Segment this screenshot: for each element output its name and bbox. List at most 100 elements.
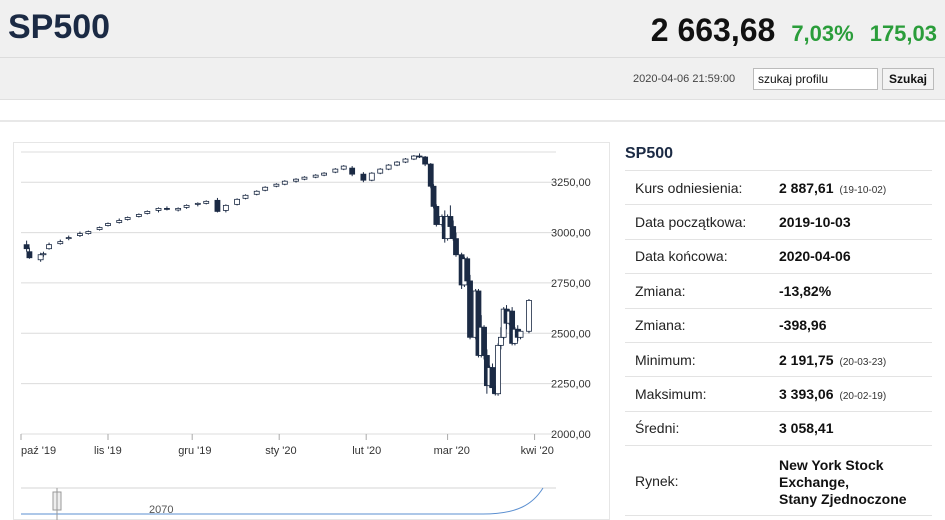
info-title: SP500 — [625, 145, 674, 162]
info-value-text: 2 191,75 — [779, 351, 834, 368]
range-navigator: 2070 — [21, 487, 556, 520]
candle-body — [164, 208, 170, 210]
candle-body — [253, 190, 260, 195]
market-line: Exchange, — [779, 474, 850, 491]
info-value-date: (20-02-19) — [839, 391, 887, 403]
candle-body — [416, 155, 423, 158]
candle-body — [135, 214, 142, 217]
candle-body — [447, 216, 454, 227]
info-value-text: -13,82% — [779, 282, 832, 299]
y-tick-label: 2500,00 — [551, 328, 591, 340]
candle-body — [37, 254, 44, 261]
x-tick-label: gru '19 — [178, 445, 211, 457]
info-value: 2020-04-06 — [779, 239, 932, 273]
market-value: New York Stock Exchange, Stany Zjednoczone — [779, 446, 932, 516]
y-tick-label: 3250,00 — [551, 177, 591, 189]
candle-body — [65, 237, 72, 240]
candle-body — [481, 326, 487, 356]
candle-body — [77, 233, 83, 236]
candle-body — [203, 200, 210, 204]
candle-body — [498, 336, 504, 346]
candle-body — [214, 199, 221, 212]
chart-grid — [21, 151, 556, 435]
search-button[interactable]: Szukaj — [882, 68, 934, 90]
quote-timestamp: 2020-04-06 21:59:00 — [633, 73, 736, 85]
info-label: Średni: — [635, 420, 680, 437]
info-row: Data końcowa: 2020-04-06 — [625, 239, 932, 274]
info-value: 3 058,41 — [779, 411, 932, 445]
info-value-text: 2019-10-03 — [779, 214, 851, 231]
candle-body — [368, 172, 375, 181]
candle-body — [453, 238, 459, 256]
info-label: Zmiana: — [635, 282, 686, 299]
last-price: 2 663,68 — [650, 12, 776, 48]
header-divider — [0, 57, 945, 58]
y-axis-labels: 3250,00 3000,00 2750,00 2500,00 2250,00 2000,… — [551, 177, 591, 441]
candle-body — [495, 344, 501, 395]
candle-body — [433, 205, 440, 225]
info-label: Data końcowa: — [635, 248, 728, 265]
candle-body — [332, 168, 339, 173]
candle-body — [155, 208, 162, 211]
candle-body — [312, 174, 319, 178]
candle-body — [85, 231, 92, 234]
change-percent: 7,03% — [791, 21, 854, 46]
x-tick-label: sty '20 — [265, 445, 296, 457]
ticker-symbol: SP500 — [8, 8, 111, 46]
candle-body — [116, 220, 123, 223]
profile-search-input[interactable] — [753, 68, 878, 90]
candle-body — [464, 258, 471, 282]
info-row: Maksimum: 3 393,06 (20-02-19) — [625, 377, 932, 412]
info-value-date: (19-10-02) — [839, 184, 887, 196]
info-row: Zmiana: -13,82% — [625, 274, 932, 309]
candle-body — [105, 223, 111, 226]
info-value-text: 2 887,61 — [779, 179, 834, 196]
info-value-date: (20-03-23) — [839, 356, 887, 368]
candle-body — [96, 227, 103, 230]
info-row: Kurs odniesienia: 2 887,61 (19-10-02) — [625, 170, 932, 205]
info-row: Data początkowa: 2019-10-03 — [625, 205, 932, 240]
info-label: Kurs odniesienia: — [635, 179, 743, 196]
candle-body — [262, 186, 269, 191]
x-tick-label: mar '20 — [434, 445, 470, 457]
candle-body — [281, 180, 288, 185]
candle-body — [242, 194, 249, 199]
quote-summary: 2 663,68 7,03% 175,03 — [651, 12, 937, 49]
candle-body — [411, 155, 417, 160]
x-tick-label: lis '19 — [94, 445, 122, 457]
x-tick-label: paź '19 — [21, 445, 56, 457]
info-label: Data początkowa: — [635, 214, 747, 231]
candle-body — [40, 253, 47, 256]
candle-body — [321, 172, 327, 176]
candle-body — [349, 167, 356, 175]
candle-body — [427, 163, 434, 187]
info-value: -13,82% — [779, 274, 932, 308]
candle-body — [234, 198, 240, 205]
candle-body — [301, 176, 308, 180]
info-value: 2019-10-03 — [779, 205, 932, 239]
info-value-text: 3 058,41 — [779, 420, 834, 437]
candle-body — [430, 185, 437, 207]
y-tick-label: 2000,00 — [551, 429, 591, 441]
candle-body — [450, 226, 457, 240]
y-tick-label: 2750,00 — [551, 278, 591, 290]
candle-body — [360, 173, 367, 181]
candle-body — [194, 202, 201, 205]
info-value-text: 3 393,06 — [779, 386, 834, 403]
y-tick-label: 2250,00 — [551, 379, 591, 391]
candle-body — [26, 251, 33, 259]
candle-body — [377, 168, 384, 174]
info-value: 2 887,61 (19-10-02) — [779, 171, 932, 205]
navigator-line — [21, 487, 544, 515]
candlestick-series — [23, 153, 532, 396]
candle-body — [489, 367, 496, 389]
price-chart[interactable]: 3250,00 3000,00 2750,00 2500,00 2250,00 2000,… — [13, 142, 610, 520]
info-row-market: Rynek: New York Stock Exchange, Stany Zjedn… — [625, 446, 932, 516]
y-tick-label: 3000,00 — [551, 228, 591, 240]
info-value-text: 2020-04-06 — [779, 248, 851, 265]
candle-body — [293, 178, 299, 182]
candle-body — [57, 241, 64, 245]
candle-body — [222, 204, 229, 211]
candle-body — [526, 300, 532, 332]
info-value: -398,96 — [779, 308, 932, 342]
